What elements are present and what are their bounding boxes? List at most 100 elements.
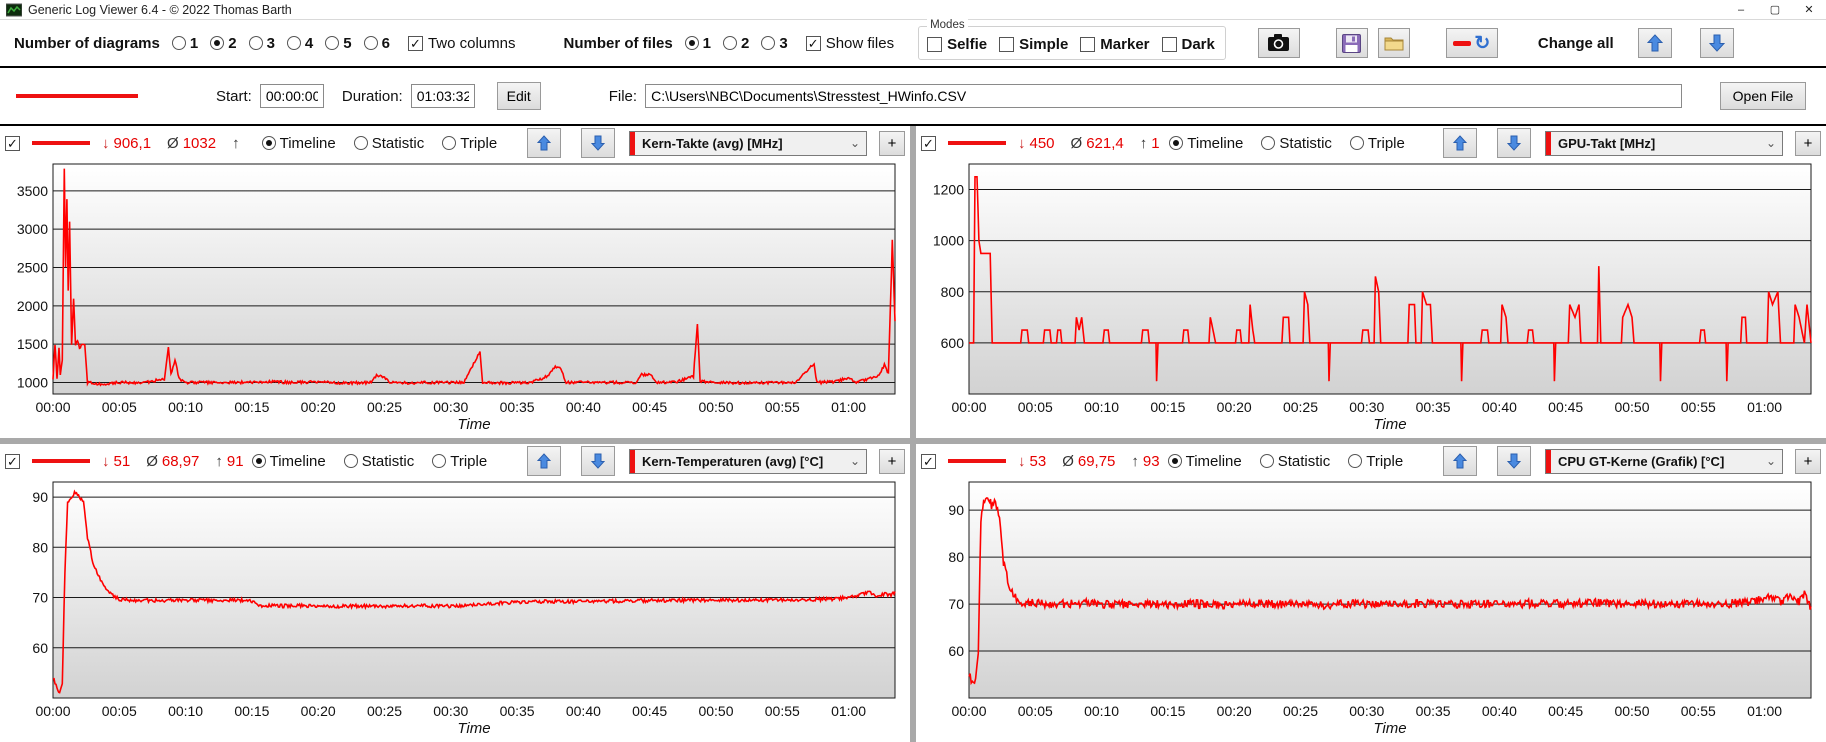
svg-text:00:35: 00:35 — [500, 399, 535, 415]
triple-radio[interactable] — [1349, 136, 1364, 150]
triple-radio[interactable] — [442, 136, 457, 150]
files-radio-1[interactable] — [684, 36, 699, 50]
channel-down-button[interactable] — [1497, 128, 1531, 158]
triple-radio[interactable] — [1348, 454, 1363, 468]
change-all-label: Change all — [1537, 34, 1614, 52]
file-bar: Start: Duration: Edit File: Open File — [0, 68, 1826, 124]
two-columns-checkbox[interactable]: ✓ — [407, 35, 423, 51]
svg-text:00:40: 00:40 — [1482, 399, 1517, 415]
channel-down-button[interactable] — [1497, 446, 1531, 476]
series-visible-checkbox[interactable]: ✓ — [921, 453, 936, 469]
add-channel-button[interactable]: + — [1795, 448, 1821, 474]
start-input[interactable] — [259, 84, 324, 108]
file-legend-line — [16, 94, 138, 98]
diagrams-radio-3[interactable] — [248, 36, 263, 50]
close-button[interactable]: ✕ — [1804, 4, 1814, 16]
statistic-radio[interactable] — [353, 136, 368, 150]
avg-icon: Ø — [146, 452, 158, 470]
open-folder-button[interactable] — [1377, 28, 1410, 58]
open-file-button[interactable]: Open File — [1720, 82, 1806, 110]
folder-icon — [1384, 37, 1404, 51]
channel-up-button[interactable] — [527, 128, 561, 158]
save-button[interactable] — [1335, 28, 1368, 58]
title-bar: Generic Log Viewer 6.4 - © 2022 Thomas B… — [0, 0, 1826, 20]
modes-title: Modes — [927, 19, 968, 31]
refresh-series-button[interactable]: ↻ — [1445, 28, 1498, 58]
diagrams-radio-2[interactable] — [210, 36, 225, 50]
timeline-radio[interactable] — [251, 454, 266, 468]
add-channel-button[interactable]: + — [879, 448, 905, 474]
minimize-button[interactable]: – — [1737, 3, 1745, 16]
duration-input[interactable] — [410, 84, 475, 108]
change-all-up-button[interactable] — [1637, 28, 1672, 58]
add-channel-button[interactable]: + — [1795, 130, 1821, 156]
channel-down-button[interactable] — [581, 446, 615, 476]
up-arrow-icon — [1453, 135, 1467, 151]
marker-label: Marker — [1100, 36, 1150, 53]
avg-value: 69,75 — [1077, 452, 1116, 470]
svg-text:00:25: 00:25 — [367, 399, 402, 415]
maximize-button[interactable]: ▢ — [1769, 4, 1781, 16]
channel-name: GPU-Takt [MHz] — [1558, 135, 1656, 151]
timeline-radio[interactable] — [1167, 454, 1182, 468]
statistic-radio[interactable] — [1259, 454, 1274, 468]
channel-select[interactable]: GPU-Takt [MHz] ⌄ — [1545, 130, 1783, 156]
svg-text:01:00: 01:00 — [831, 399, 866, 415]
svg-text:Time: Time — [457, 720, 490, 736]
svg-text:90: 90 — [948, 502, 964, 518]
svg-text:00:30: 00:30 — [433, 399, 468, 415]
file-path-input[interactable] — [645, 84, 1682, 108]
down-arrow-icon — [591, 135, 605, 151]
start-label: Start: — [216, 87, 252, 105]
channel-select[interactable]: Kern-Temperaturen (avg) [°C] ⌄ — [629, 448, 867, 474]
timeline-chart: 60 70 80 90 00:00 00:05 00:10 00:15 00:20 00:25 00… — [948, 481, 1812, 736]
diagrams-radio-1[interactable] — [171, 36, 186, 50]
change-all-down-button[interactable] — [1699, 28, 1734, 58]
series-visible-checkbox[interactable]: ✓ — [5, 453, 20, 469]
selfie-checkbox[interactable] — [927, 37, 943, 52]
svg-text:60: 60 — [32, 640, 48, 656]
dark-checkbox[interactable] — [1161, 37, 1177, 52]
edit-button[interactable]: Edit — [496, 82, 541, 110]
channel-up-button[interactable] — [527, 446, 561, 476]
timeline-radio[interactable] — [1169, 136, 1184, 150]
screenshot-button[interactable] — [1257, 28, 1300, 58]
channel-up-button[interactable] — [1443, 446, 1477, 476]
diagrams-radio-5[interactable] — [325, 36, 340, 50]
series-visible-checkbox[interactable]: ✓ — [5, 135, 20, 151]
channel-down-button[interactable] — [581, 128, 615, 158]
timeline-radio[interactable] — [261, 136, 276, 150]
files-radio-1-label: 1 — [702, 34, 712, 52]
series-visible-checkbox[interactable]: ✓ — [921, 135, 936, 151]
simple-checkbox[interactable] — [999, 37, 1015, 52]
svg-text:01:00: 01:00 — [1747, 399, 1782, 415]
channel-select[interactable]: Kern-Takte (avg) [MHz] ⌄ — [629, 130, 867, 156]
svg-text:00:00: 00:00 — [951, 703, 986, 719]
statistic-radio[interactable] — [343, 454, 358, 468]
camera-icon — [1267, 34, 1289, 51]
channel-color-bar — [630, 449, 635, 473]
triple-radio[interactable] — [432, 454, 447, 468]
statistic-radio[interactable] — [1261, 136, 1276, 150]
svg-text:00:35: 00:35 — [1416, 703, 1451, 719]
avg-icon: Ø — [167, 134, 179, 152]
channel-up-button[interactable] — [1443, 128, 1477, 158]
series-color-sample — [32, 459, 90, 463]
svg-text:00:30: 00:30 — [1349, 703, 1384, 719]
diagrams-radio-4[interactable] — [286, 36, 301, 50]
svg-text:00:40: 00:40 — [566, 703, 601, 719]
svg-text:80: 80 — [32, 539, 48, 555]
max-value: 93 — [1142, 452, 1160, 470]
svg-text:00:40: 00:40 — [566, 399, 601, 415]
add-channel-button[interactable]: + — [879, 130, 905, 156]
svg-text:00:25: 00:25 — [1283, 399, 1318, 415]
channel-select[interactable]: CPU GT-Kerne (Grafik) [°C] ⌄ — [1545, 448, 1783, 474]
min-value: 450 — [1029, 134, 1055, 152]
marker-checkbox[interactable] — [1080, 37, 1096, 52]
diagrams-radio-3-label: 3 — [266, 34, 275, 52]
timeline-label: Timeline — [1187, 134, 1244, 152]
diagrams-radio-6[interactable] — [363, 36, 378, 50]
files-radio-2[interactable] — [723, 36, 738, 50]
files-radio-3[interactable] — [761, 36, 776, 50]
show-files-checkbox[interactable]: ✓ — [805, 35, 821, 51]
